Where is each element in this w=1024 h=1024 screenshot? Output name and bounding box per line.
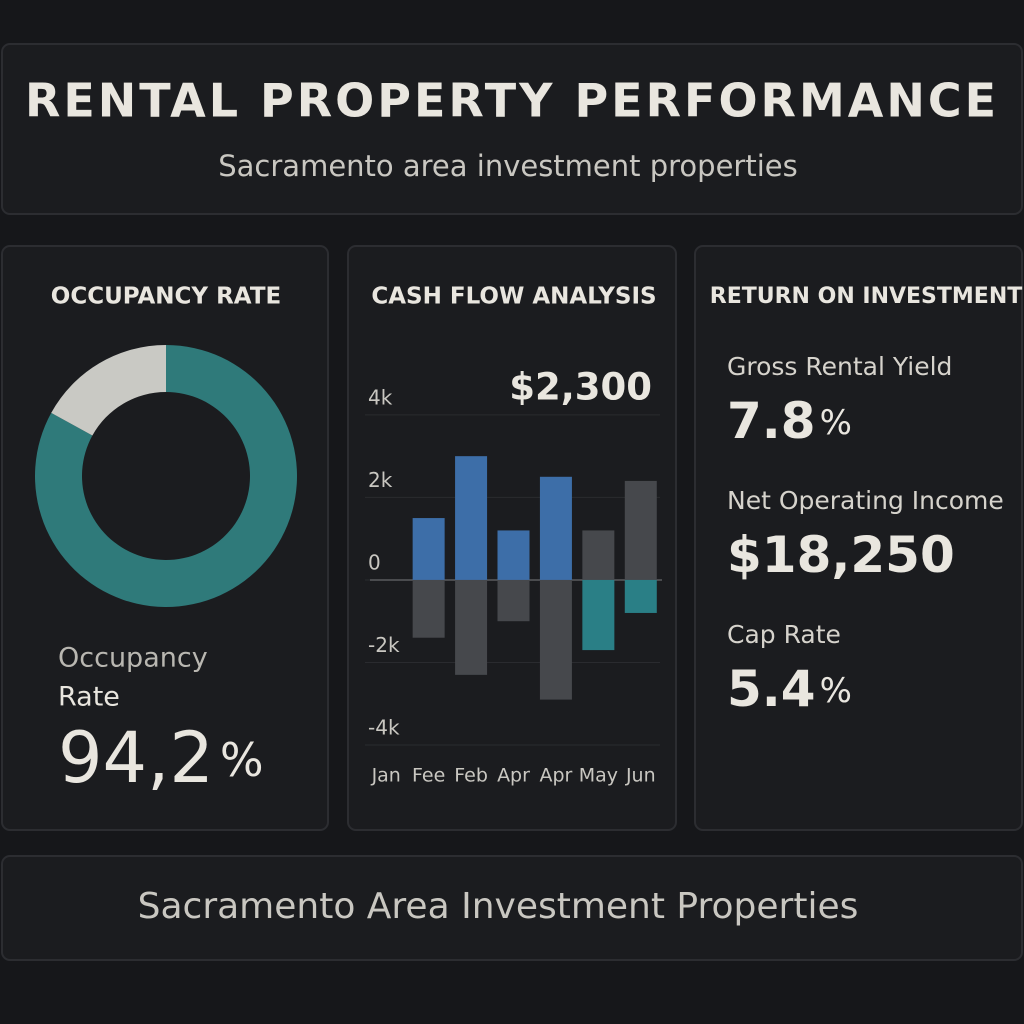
annotation: $2,300 — [509, 366, 652, 409]
readout-label: Rate — [58, 682, 120, 713]
metric-number: $18,250 — [727, 526, 955, 584]
metric-value: $18,250 — [727, 526, 955, 584]
donut-segment — [51, 345, 166, 436]
metric-number: 5.4 — [727, 660, 816, 718]
bar — [412, 518, 445, 580]
y-tick-label: 0 — [368, 550, 381, 574]
roi-panel — [694, 245, 1023, 831]
metric-label: Net Operating Income — [727, 486, 1004, 515]
page-subtitle: Sacramento area investment properties — [218, 149, 797, 183]
footer-text: Sacramento Area Investment Properties — [138, 886, 859, 927]
x-tick-label: Jan — [371, 765, 401, 787]
panel-title: CASH FLOW ANALYSIS — [371, 284, 656, 310]
donut-segment — [34, 345, 297, 607]
y-tick-label: -2k — [368, 633, 400, 657]
footer-panel — [1, 855, 1023, 961]
bar — [582, 530, 615, 580]
bar — [539, 579, 572, 700]
x-tick-label: Apr — [539, 765, 572, 787]
page-title: RENTAL PROPERTY PERFORMANCE — [25, 74, 999, 128]
metric-label: Gross Rental Yield — [727, 352, 952, 381]
metric-unit: % — [820, 671, 852, 711]
metric-number: 7.8 — [727, 392, 816, 450]
metric-value: 7.8% — [727, 392, 852, 450]
bar — [539, 476, 572, 580]
bar — [624, 579, 657, 613]
x-tick-label: Apr — [497, 765, 530, 787]
roi-list: Gross Rental Yield 7.8 % Net Operating Inco… — [727, 352, 1004, 718]
x-tick-label: May — [579, 765, 618, 787]
header-panel — [1, 43, 1023, 215]
metric-unit: % — [820, 403, 852, 443]
y-tick-label: -4k — [368, 716, 400, 740]
y-tick-label: 2k — [368, 468, 393, 492]
occupancy-value: 94,2% — [58, 717, 264, 799]
metric-label: Cap Rate — [727, 620, 841, 649]
panel-title: RETURN ON INVESTMENT — [710, 284, 1022, 309]
x-tick-label: Jun — [625, 765, 656, 787]
readout-number: 94,2 — [58, 717, 214, 799]
bar — [455, 456, 488, 580]
x-tick-label: Fee — [412, 765, 445, 787]
bar — [455, 579, 488, 675]
x-tick-label: Feb — [454, 765, 488, 787]
panel-title: OCCUPANCY RATE — [51, 284, 281, 310]
bar — [497, 530, 530, 580]
readout-label: Occupancy — [58, 643, 208, 674]
metric-value: 5.4% — [727, 660, 852, 718]
readout-unit: % — [220, 733, 264, 787]
bar — [497, 579, 530, 622]
bar — [582, 579, 615, 651]
bar — [412, 579, 445, 638]
y-tick-label: 4k — [368, 385, 393, 409]
bar — [624, 480, 657, 580]
